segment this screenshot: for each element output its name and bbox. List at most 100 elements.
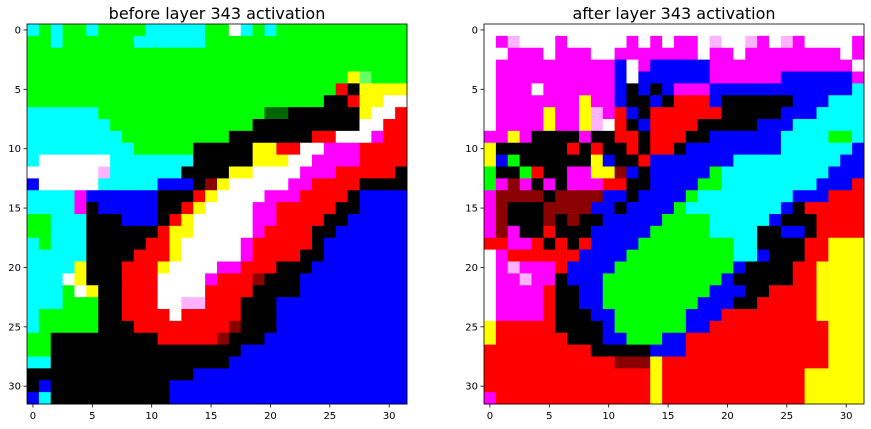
left-heatmap-cell <box>145 392 159 405</box>
left-heatmap-cell <box>359 285 372 298</box>
right-heatmap-cell <box>519 24 532 37</box>
right-heatmap-cell <box>507 273 521 286</box>
left-heatmap-cell <box>288 24 301 37</box>
left-heatmap-cell <box>86 297 99 310</box>
right-heatmap-cell <box>662 24 675 37</box>
left-heatmap-cell <box>335 261 349 274</box>
right-heatmap-cell <box>733 107 746 120</box>
right-heatmap-cell <box>662 320 675 334</box>
left-heatmap-cell <box>145 83 159 96</box>
left-heatmap-cell <box>217 178 230 191</box>
right-heatmap-cell <box>780 95 794 108</box>
left-heatmap-cell <box>288 190 301 203</box>
left-heatmap-cell <box>288 59 301 72</box>
right-heatmap-cell <box>650 190 663 203</box>
right-heatmap-cell <box>543 214 556 227</box>
right-heatmap-cell <box>495 178 509 191</box>
right-heatmap-cell <box>579 225 592 239</box>
right-heatmap-cell <box>484 190 497 203</box>
left-heatmap-cell <box>217 202 230 215</box>
left-heatmap-cell <box>122 332 135 346</box>
left-heatmap-cell <box>383 261 396 274</box>
left-heatmap-cell <box>145 320 159 334</box>
left-heatmap-cell <box>288 35 301 49</box>
right-heatmap-cell <box>567 249 580 262</box>
right-heatmap-cell <box>828 130 841 144</box>
right-heatmap-cell <box>626 178 639 191</box>
right-heatmap-cell <box>757 332 770 346</box>
left-heatmap-cell <box>323 107 337 120</box>
left-heatmap-cell <box>228 368 242 381</box>
left-heatmap-cell <box>228 285 242 298</box>
left-heatmap-cell <box>169 190 182 203</box>
right-heatmap-cell <box>769 59 782 72</box>
right-heatmap-cell <box>602 344 616 357</box>
right-heatmap-cell <box>614 130 627 144</box>
left-heatmap-cell <box>347 332 360 346</box>
left-heatmap-cell <box>205 95 218 108</box>
right-heatmap-cell <box>531 178 544 191</box>
left-heatmap-cell <box>98 392 111 405</box>
left-heatmap-cell <box>228 237 242 251</box>
right-heatmap-cell <box>555 119 568 132</box>
left-heatmap-cell <box>110 285 123 298</box>
left-heatmap-cell <box>98 202 111 215</box>
left-heatmap-cell <box>38 59 52 72</box>
right-heatmap-cell <box>828 285 841 298</box>
right-heatmap-cell <box>495 380 509 393</box>
left-heatmap-cell <box>38 285 52 298</box>
left-heatmap-cell <box>395 119 408 132</box>
right-heatmap-cell <box>828 178 841 191</box>
right-heatmap-cell <box>662 344 675 357</box>
right-heatmap-cell <box>852 190 865 203</box>
left-heatmap-cell <box>347 154 360 167</box>
right-heatmap-cell <box>519 225 532 239</box>
right-heatmap-cell <box>650 273 663 286</box>
left-heatmap-cell <box>133 261 147 274</box>
left-heatmap-cell <box>169 166 182 179</box>
left-heatmap-cell <box>288 309 301 322</box>
left-heatmap-cell <box>169 320 182 334</box>
right-heatmap-cell <box>507 380 521 393</box>
right-heatmap-cell <box>579 237 592 251</box>
left-heatmap-x-axis: 0 5 10 15 20 25 30 <box>30 404 396 422</box>
left-heatmap-cell <box>181 47 194 61</box>
left-heatmap-cell <box>38 214 52 227</box>
left-heatmap-cell <box>145 47 159 61</box>
left-heatmap-cell <box>27 392 40 405</box>
left-heatmap-cell <box>169 47 182 61</box>
right-heatmap-cell <box>519 95 532 108</box>
right-heatmap-cell <box>531 83 544 96</box>
left-heatmap-cell <box>98 47 111 61</box>
left-heatmap-cell <box>74 154 87 167</box>
right-heatmap-cell <box>626 273 639 286</box>
right-heatmap-cell <box>804 309 817 322</box>
left-heatmap-cell <box>133 107 147 120</box>
left-heatmap-cell <box>240 95 254 108</box>
left-heatmap-cell <box>110 154 123 167</box>
left-heatmap-cell <box>50 142 64 156</box>
right-heatmap-cell <box>650 24 663 37</box>
right-heatmap-cell <box>721 380 734 393</box>
right-heatmap-cell <box>852 320 865 334</box>
left-heatmap-cell <box>50 71 64 84</box>
right-heatmap-cell <box>792 166 806 179</box>
right-heatmap-cell <box>828 24 841 37</box>
right-heatmap-cell <box>828 225 841 239</box>
left-heatmap-cell <box>74 178 87 191</box>
right-heatmap-cell <box>531 332 544 346</box>
left-heatmap-cell <box>217 225 230 239</box>
left-heatmap-cell <box>240 261 254 274</box>
right-heatmap-cell <box>626 225 639 239</box>
right-heatmap-cell <box>721 249 734 262</box>
left-heatmap-cell <box>383 332 396 346</box>
right-heatmap-cell <box>507 225 521 239</box>
right-heatmap-cell <box>626 249 639 262</box>
right-heatmap-cell <box>579 332 592 346</box>
right-heatmap-cell <box>567 95 580 108</box>
right-heatmap-cell <box>852 83 865 96</box>
right-heatmap-cell <box>590 166 604 179</box>
right-heatmap-cell <box>626 261 639 274</box>
left-heatmap-cell <box>264 368 277 381</box>
right-heatmap-cell <box>816 178 829 191</box>
